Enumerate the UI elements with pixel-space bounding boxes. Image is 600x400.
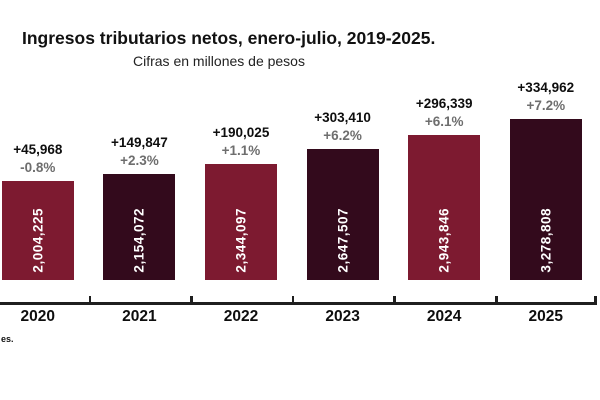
bar-group-2020: +45,968 -0.8% 2,004,225 [0, 80, 89, 280]
chart-title: Ingresos tributarios netos, enero-julio,… [22, 28, 436, 48]
bars-area: +45,968 -0.8% 2,004,225 +149,847 +2.3% 2,154,… [0, 80, 597, 280]
bar-2023: 2,647,507 [306, 149, 379, 280]
bar-2021: 2,154,072 [103, 174, 176, 280]
bar-percent-label: +2.3% [120, 153, 159, 168]
x-axis-tick [88, 296, 92, 302]
x-axis-label-2022: 2022 [223, 308, 259, 325]
bar-percent-label: +1.1% [221, 143, 261, 158]
x-axis-label-2023: 2023 [325, 308, 360, 325]
bar-percent-label: +6.1% [424, 114, 464, 129]
x-axis-labels: 2020 2021 2022 2023 2024 2025 [0, 309, 597, 325]
bar-change-label: +334,962 [517, 80, 575, 95]
bar-change-label: +190,025 [212, 125, 270, 140]
x-axis-label-2021: 2021 [122, 308, 157, 325]
bar-2024: 2,943,846 [408, 135, 481, 280]
x-axis-tick [291, 296, 295, 302]
bar-value-label: 2,344,097 [233, 208, 249, 273]
bar-change-label: +45,968 [13, 142, 63, 157]
bar-value-label: 2,154,072 [131, 208, 147, 273]
bar-group-2025: +334,962 +7.2% 3,278,808 [495, 80, 597, 280]
x-axis-tick [393, 296, 396, 302]
bar-2025: 3,278,808 [509, 119, 582, 280]
bar-group-2023: +303,410 +6.2% 2,647,507 [292, 80, 394, 280]
x-axis-label-2020: 2020 [20, 308, 56, 325]
footnote-cropped: es. [1, 334, 14, 344]
x-axis-tick [594, 296, 597, 302]
bar-change-label: +296,339 [415, 96, 473, 111]
bar-value-label: 2,647,507 [335, 208, 351, 273]
chart-header: Ingresos tributarios netos, enero-julio,… [22, 28, 436, 69]
bar-value-label: 3,278,808 [538, 208, 554, 273]
bar-2020: 2,004,225 [1, 181, 74, 280]
bar-group-2022: +190,025 +1.1% 2,344,097 [190, 80, 292, 280]
x-axis-line [0, 302, 597, 305]
bar-value-label: 2,004,225 [30, 208, 46, 273]
bar-group-2024: +296,339 +6.1% 2,943,846 [393, 80, 495, 280]
bar-value-label: 2,943,846 [436, 208, 452, 273]
bar-percent-label: -0.8% [20, 160, 56, 175]
bar-change-label: +149,847 [111, 135, 168, 150]
x-axis-tick [495, 296, 498, 302]
bar-change-label: +303,410 [314, 110, 371, 125]
x-axis-tick [190, 296, 193, 302]
bar-2022: 2,344,097 [204, 164, 277, 280]
bar-group-2021: +149,847 +2.3% 2,154,072 [89, 80, 191, 280]
x-axis-label-2025: 2025 [528, 308, 563, 325]
x-axis-label-2024: 2024 [426, 308, 462, 325]
bar-percent-label: +7.2% [526, 98, 566, 113]
chart-subtitle: Cifras en millones de pesos [133, 53, 305, 69]
bar-percent-label: +6.2% [323, 128, 362, 143]
